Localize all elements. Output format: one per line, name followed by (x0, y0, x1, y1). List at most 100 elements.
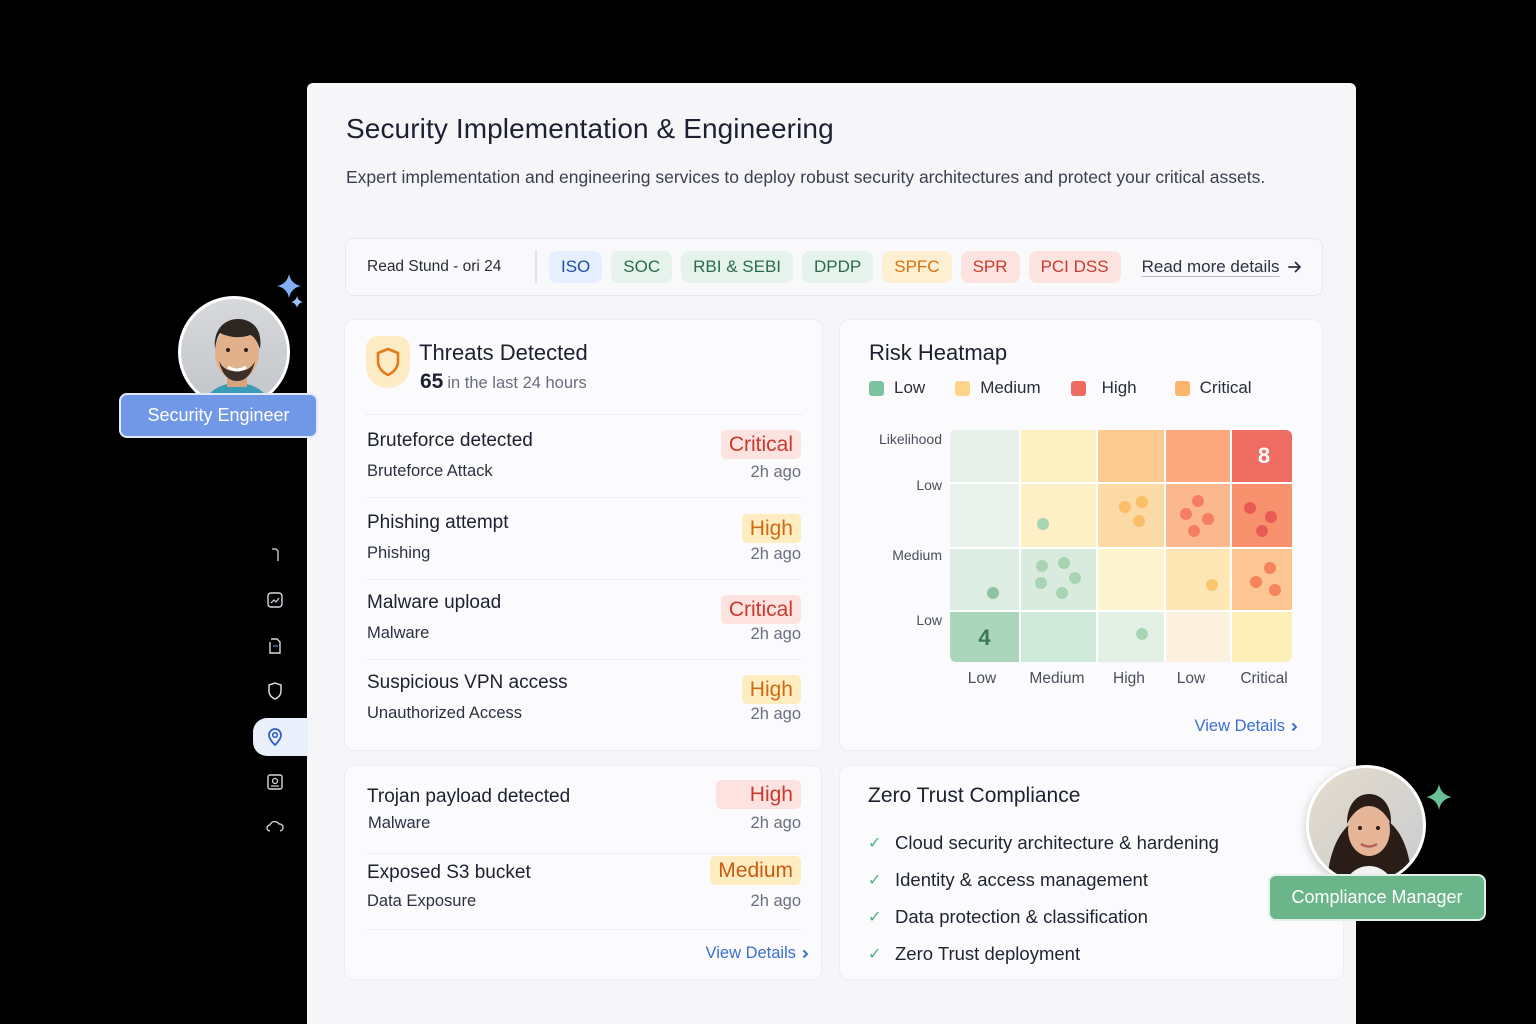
threats-count-suffix: in the last 24 hours (447, 374, 587, 392)
heatmap-cell[interactable] (1098, 430, 1164, 482)
zero-trust-card: Zero Trust Compliance ✓ Cloud security ar… (839, 765, 1344, 980)
heatmap-cell[interactable] (950, 484, 1019, 547)
threats-card: Threats Detected 65 in the last 24 hours … (344, 319, 823, 751)
sparkle-icon (277, 274, 303, 308)
severity-badge: High (715, 780, 801, 809)
view-details-label: View Details (1194, 717, 1285, 735)
threat-time: 2h ago (750, 814, 801, 832)
cloud-icon[interactable] (264, 816, 286, 838)
severity-badge: Critical (720, 430, 801, 459)
heatmap-cell[interactable] (1166, 484, 1230, 547)
threat-title: Bruteforce detected (367, 430, 533, 451)
list-item: ✓ Data protection & classification (868, 898, 1219, 935)
location-pin-icon[interactable] (264, 726, 286, 748)
threat-row[interactable]: Phishing attempt Phishing High 2h ago (367, 500, 801, 580)
chip-soc[interactable]: SOC (611, 251, 673, 283)
threat-time: 2h ago (750, 463, 801, 481)
legend-item-low: Low (869, 378, 925, 398)
legend-swatch (955, 380, 971, 396)
shield-icon[interactable] (264, 680, 286, 702)
threats-view-details-link[interactable]: View Details (706, 944, 809, 963)
chip-pci-dss[interactable]: PCI DSS (1028, 251, 1121, 283)
heatmap-cell[interactable] (1021, 549, 1096, 610)
risk-dot (1037, 518, 1049, 530)
risk-dot (1180, 508, 1192, 520)
risk-dot (1069, 572, 1081, 584)
heatmap-cell[interactable] (1166, 549, 1230, 610)
threat-row[interactable]: Trojan payload detected Malware High 2h … (367, 774, 801, 854)
standards-label: Read Stund - ori 24 (367, 258, 502, 275)
heatmap-cell[interactable] (1098, 484, 1164, 547)
risk-dot (1036, 560, 1048, 572)
risk-dot (1206, 579, 1218, 591)
heatmap-cell[interactable] (1232, 549, 1292, 610)
threat-row[interactable]: Exposed S3 bucket Data Exposure Medium 2… (367, 850, 801, 930)
divider (535, 250, 537, 284)
heatmap-cell[interactable] (1098, 612, 1164, 662)
heatmap-cell[interactable]: 4 (950, 612, 1019, 662)
home-icon[interactable] (264, 543, 286, 565)
heatmap-cell[interactable] (1021, 484, 1096, 547)
view-details-label: View Details (705, 944, 796, 962)
risk-dot (1256, 525, 1268, 537)
monitor-icon[interactable] (264, 771, 286, 793)
heatmap-cell[interactable] (950, 549, 1019, 610)
risk-dot (1133, 515, 1145, 527)
arrow-right-icon (1287, 261, 1301, 273)
legend-item-medium: Medium (955, 378, 1041, 398)
read-more-label: Read more details (1141, 257, 1280, 276)
heatmap-view-details-link[interactable]: View Details (1195, 717, 1298, 736)
heatmap-cell[interactable] (1098, 549, 1164, 610)
y-axis-label: Likelihood (878, 431, 942, 447)
threat-row[interactable]: Bruteforce detected Bruteforce Attack Cr… (367, 418, 801, 498)
document-icon[interactable] (264, 635, 286, 657)
threat-category: Malware (367, 624, 430, 642)
heatmap-cell[interactable] (950, 430, 1019, 482)
check-icon: ✓ (868, 871, 882, 889)
list-item: ✓ Identity & access management (868, 861, 1219, 898)
threat-row[interactable]: Suspicious VPN access Unauthorized Acces… (367, 660, 801, 740)
zero-trust-list: ✓ Cloud security architecture & hardening… (868, 824, 1219, 972)
legend-swatch (1174, 380, 1190, 396)
threat-title: Suspicious VPN access (367, 672, 568, 693)
chip-spr[interactable]: SPR (960, 251, 1020, 283)
heatmap-cell[interactable] (1021, 430, 1096, 482)
risk-dot (1058, 557, 1070, 569)
risk-dot (1136, 496, 1148, 508)
legend-label: High (1101, 378, 1137, 397)
threat-category: Bruteforce Attack (367, 462, 493, 480)
heatmap-cell[interactable] (1166, 430, 1230, 482)
avatar (1306, 765, 1426, 885)
shield-icon (366, 336, 410, 388)
chevron-right-icon (1291, 722, 1298, 731)
risk-dot (1056, 587, 1068, 599)
chip-rbi-sebi[interactable]: RBI & SEBI (681, 251, 794, 283)
legend-swatch (869, 380, 884, 396)
threat-category: Phishing (367, 544, 431, 562)
chip-spfc[interactable]: SPFC (882, 251, 952, 283)
heatmap-cell[interactable] (1166, 612, 1230, 662)
severity-badge: High (741, 514, 801, 543)
check-icon: ✓ (868, 945, 882, 963)
sparkle-icon (1426, 784, 1452, 810)
risk-dot (1265, 511, 1277, 523)
heatmap-title: Risk Heatmap (869, 340, 1008, 365)
persona-label: Security Engineer (119, 393, 318, 438)
x-tick-label: Medium (1029, 670, 1085, 687)
heatmap-cell[interactable] (1021, 612, 1096, 662)
heatmap-cell[interactable] (1232, 612, 1292, 662)
risk-dot (1192, 495, 1204, 507)
chart-icon[interactable] (264, 589, 286, 611)
threat-time: 2h ago (750, 625, 801, 643)
heatmap-cell[interactable]: 8 (1232, 430, 1292, 482)
threat-row[interactable]: Malware upload Malware Critical 2h ago (367, 580, 801, 660)
risk-dot (987, 587, 999, 599)
threat-title: Trojan payload detected (367, 786, 571, 807)
chip-iso[interactable]: ISO (549, 251, 603, 283)
heatmap-cell[interactable] (1232, 484, 1292, 547)
legend-label: Low (894, 378, 926, 397)
page-title: Security Implementation & Engineering (346, 113, 834, 144)
divider (367, 579, 801, 580)
read-more-link[interactable]: Read more details (1142, 257, 1302, 277)
chip-dpdp[interactable]: DPDP (802, 251, 874, 283)
